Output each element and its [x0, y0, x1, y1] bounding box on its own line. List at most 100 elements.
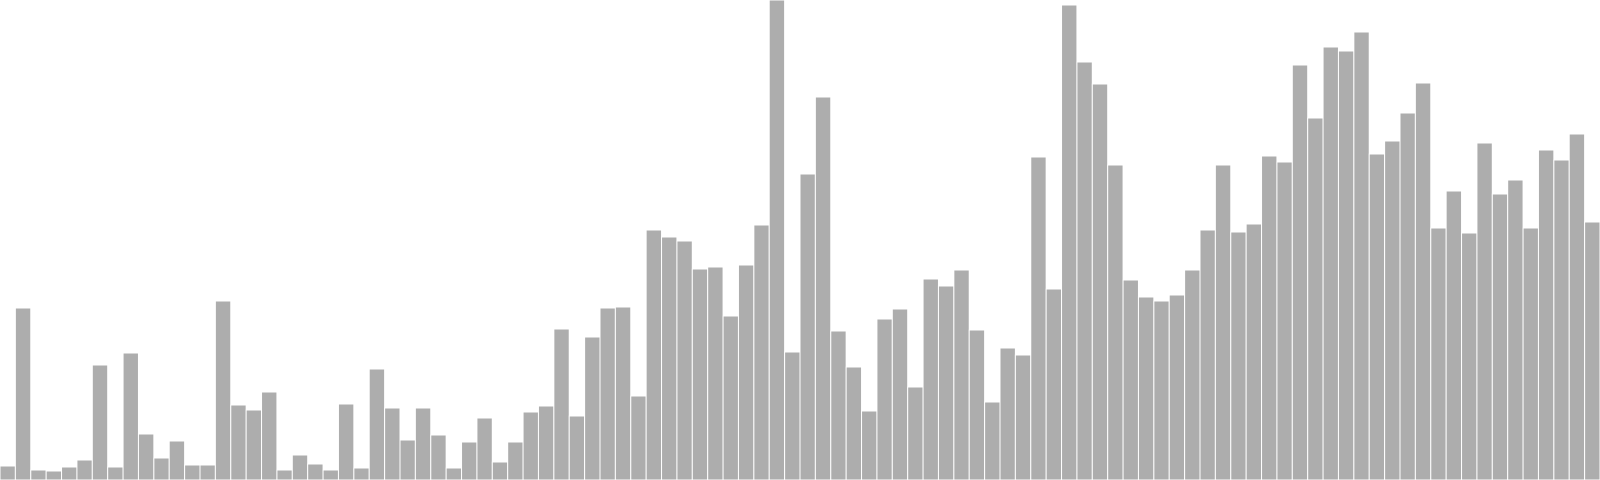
bar-69	[1045, 288, 1063, 480]
bar-99	[1507, 179, 1524, 480]
bar-37	[553, 328, 570, 480]
bar-46	[691, 268, 709, 480]
bar-21	[307, 463, 324, 480]
bar-49	[737, 264, 755, 480]
bar-56	[845, 366, 863, 480]
bar-86	[1307, 117, 1324, 480]
bar-79	[1199, 229, 1216, 480]
bar-84	[1276, 161, 1293, 480]
bar-50	[753, 224, 770, 480]
bar-9	[122, 352, 139, 480]
bar-98	[1491, 193, 1509, 480]
bar-54	[814, 96, 832, 480]
bar-95	[1445, 190, 1463, 480]
bar-81	[1230, 231, 1247, 480]
bar-34	[507, 441, 524, 480]
bar-85	[1291, 64, 1309, 480]
bar-5	[61, 466, 78, 480]
bar-62	[937, 285, 955, 480]
bar-8	[107, 466, 124, 480]
bar-31	[461, 441, 478, 480]
bar-13	[184, 464, 201, 480]
bar-1	[0, 465, 16, 480]
bar-58	[876, 318, 893, 480]
bar-10	[137, 433, 155, 480]
bar-52	[784, 351, 801, 480]
bar-53	[799, 173, 816, 480]
bar-82	[1245, 223, 1263, 480]
bar-20	[291, 454, 309, 480]
bar-27	[399, 439, 416, 480]
bar-28	[414, 407, 432, 480]
bar-97	[1476, 142, 1493, 480]
bar-57	[861, 410, 878, 480]
bar-60	[907, 386, 924, 480]
bar-40	[599, 307, 616, 480]
bar-80	[1214, 164, 1232, 480]
bar-104	[1584, 221, 1600, 480]
bar-55	[830, 330, 847, 480]
bar-83	[1261, 155, 1278, 480]
bar-75	[1137, 296, 1155, 480]
bar-72	[1091, 83, 1109, 480]
bar-38	[568, 415, 586, 480]
bar-51	[768, 0, 786, 480]
bar-48	[722, 315, 739, 480]
bar-90	[1368, 153, 1386, 480]
bar-23	[337, 403, 355, 480]
bar-100	[1522, 227, 1539, 480]
bar-101	[1537, 149, 1555, 480]
bar-15	[214, 300, 232, 480]
bar-73	[1107, 164, 1124, 480]
bar-26	[384, 407, 401, 480]
bar-70	[1061, 4, 1078, 480]
bar-39	[584, 336, 601, 480]
bar-94	[1430, 227, 1447, 480]
bar-32	[476, 417, 493, 480]
bar-2	[14, 307, 32, 480]
bar-4	[45, 470, 63, 480]
bar-65	[984, 401, 1001, 480]
bar-103	[1568, 133, 1586, 480]
bar-12	[168, 440, 186, 480]
bar-25	[368, 368, 386, 480]
bar-102	[1553, 159, 1570, 480]
bar-45	[676, 240, 693, 480]
bar-89	[1353, 31, 1370, 480]
bar-78	[1184, 269, 1201, 480]
bar-87	[1322, 46, 1339, 480]
bar-74	[1122, 279, 1139, 480]
bar-96	[1461, 232, 1478, 480]
bar-63	[953, 269, 970, 480]
bar-91	[1384, 140, 1401, 480]
bar-14	[199, 464, 216, 480]
bar-64	[968, 329, 986, 480]
bar-18	[261, 391, 278, 480]
bar-43	[645, 229, 663, 480]
bar-11	[153, 457, 170, 480]
bar-66	[999, 347, 1016, 480]
bar-44	[661, 236, 678, 480]
bar-42	[630, 395, 647, 480]
bar-68	[1030, 156, 1047, 480]
bar-77	[1168, 294, 1186, 480]
bar-17	[245, 409, 263, 480]
bar-76	[1153, 300, 1170, 480]
bar-16	[230, 404, 247, 480]
bar-47	[707, 266, 724, 480]
bar-30	[445, 467, 463, 480]
bar-35	[522, 411, 539, 480]
bar-22	[322, 469, 339, 480]
bar-6	[76, 459, 93, 480]
bar-33	[491, 461, 509, 480]
bar-41	[614, 306, 632, 480]
bar-93	[1414, 82, 1432, 480]
bar-7	[91, 364, 109, 480]
bar-19	[276, 469, 293, 480]
bar-36	[537, 405, 555, 480]
bar-88	[1337, 50, 1355, 480]
bar-61	[922, 278, 939, 480]
bar-24	[353, 467, 370, 480]
